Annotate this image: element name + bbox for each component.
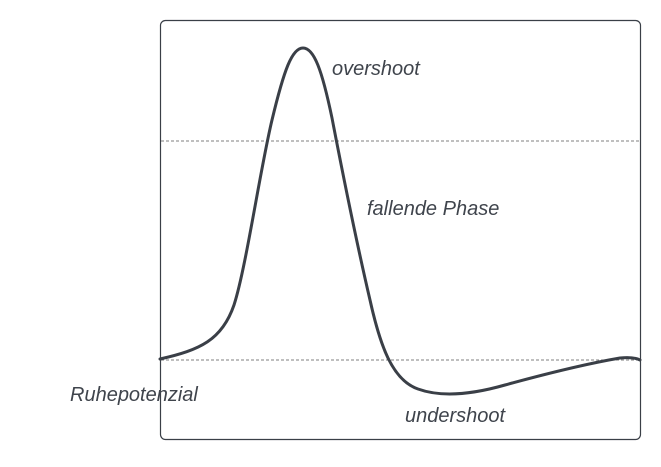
undershoot-label: undershoot (405, 405, 507, 427)
action-potential-curve (158, 46, 642, 396)
plot-frame (159, 19, 642, 441)
overshoot-label: overshoot (332, 58, 421, 80)
resting-potential-label: Ruhepotenzial (70, 384, 198, 406)
falling-phase-label: fallende Phase (367, 198, 499, 220)
